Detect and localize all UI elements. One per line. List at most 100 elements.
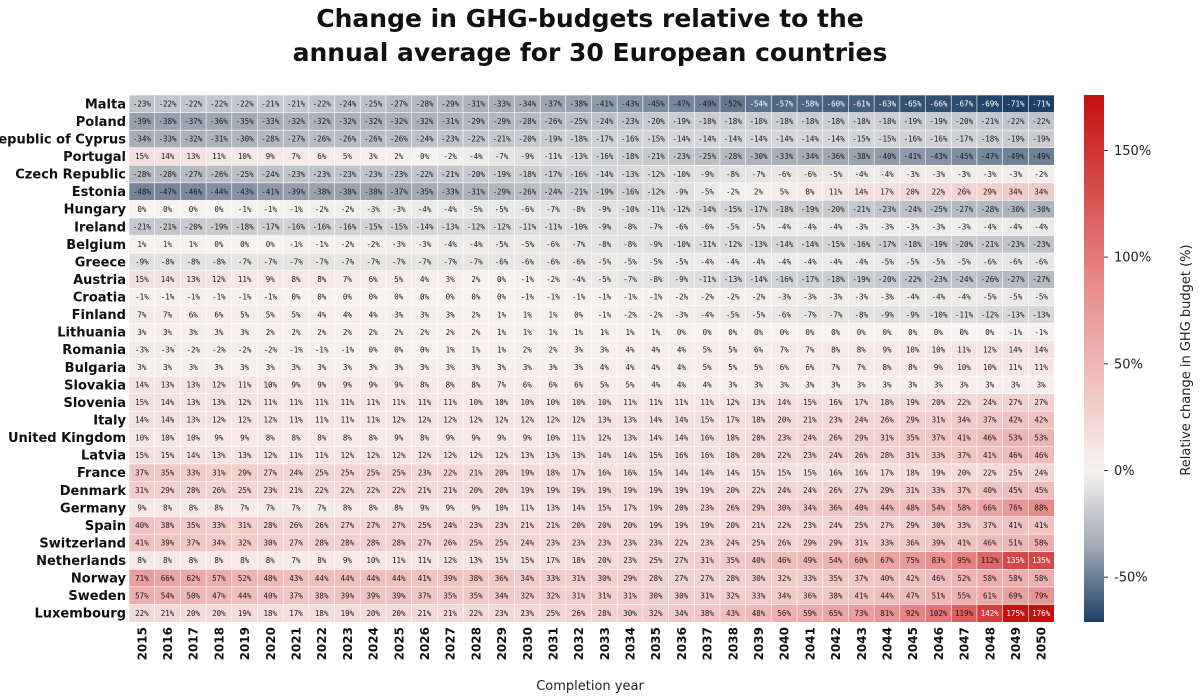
cell-value-label: 8% xyxy=(291,433,301,442)
cell-value-label: -22% xyxy=(415,170,434,179)
cell-value-label: 26% xyxy=(212,486,226,495)
year-label: 2040 xyxy=(778,627,792,660)
cell-value-label: -47% xyxy=(159,187,178,196)
cell-value-label: 33% xyxy=(803,574,817,583)
cell-value-label: 38% xyxy=(315,591,329,600)
cell-value-label: 44% xyxy=(238,591,252,600)
cell-value-label: 3% xyxy=(805,381,815,390)
cell-value-label: -21% xyxy=(159,222,178,231)
cell-value-label: -19% xyxy=(595,187,614,196)
cell-value-label: 8% xyxy=(420,433,430,442)
cell-value-label: 16% xyxy=(700,451,714,460)
cell-value-label: 8% xyxy=(882,363,892,372)
cell-value-label: 14% xyxy=(855,187,869,196)
cell-value-label: 5% xyxy=(754,363,764,372)
cell-value-label: -18% xyxy=(698,117,717,126)
cell-value-label: -16% xyxy=(775,275,794,284)
cell-value-label: 19% xyxy=(520,468,534,477)
cell-value-label: 24% xyxy=(289,468,303,477)
cell-value-label: 20% xyxy=(495,468,509,477)
country-label: United Kingdom xyxy=(8,431,126,446)
cell-value-label: 11% xyxy=(675,398,689,407)
cell-value-label: -7% xyxy=(238,258,252,267)
cell-value-label: 35% xyxy=(726,556,740,565)
cell-value-label: -66% xyxy=(929,99,948,108)
cell-value-label: 13% xyxy=(186,152,200,161)
cell-value-label: -6% xyxy=(777,170,791,179)
cell-value-label: 14% xyxy=(572,504,586,513)
cell-value-label: -2% xyxy=(752,293,766,302)
cell-value-label: -8% xyxy=(649,275,663,284)
cell-value-label: -2% xyxy=(341,240,355,249)
cell-value-label: 19% xyxy=(238,609,252,618)
cell-value-label: -18% xyxy=(904,240,923,249)
cell-value-label: 32% xyxy=(777,574,791,583)
cell-value-label: -24% xyxy=(904,205,923,214)
cell-value-label: 34% xyxy=(675,609,689,618)
cell-value-label: 35% xyxy=(469,591,483,600)
cell-value-label: 11% xyxy=(289,398,303,407)
cell-value-label: 14% xyxy=(623,451,637,460)
cell-value-label: -16% xyxy=(287,222,306,231)
cell-value-label: -7% xyxy=(289,258,303,267)
cell-value-label: 0% xyxy=(882,328,892,337)
cell-value-label: 19% xyxy=(341,609,355,618)
cell-value-label: -23% xyxy=(390,170,409,179)
cell-value-label: 3% xyxy=(728,381,738,390)
cell-value-label: -9% xyxy=(675,275,689,284)
cell-value-label: -27% xyxy=(1032,275,1051,284)
cell-value-label: 19% xyxy=(649,486,663,495)
cell-value-label: -3% xyxy=(957,170,971,179)
country-label: Portugal xyxy=(63,150,126,165)
cell-value-label: -10% xyxy=(672,170,691,179)
cell-value-label: 0% xyxy=(857,328,867,337)
cell-value-label: -6% xyxy=(803,170,817,179)
cell-value-label: 2% xyxy=(343,328,353,337)
cell-value-label: 36% xyxy=(829,504,843,513)
chart-title: Change in GHG-budgets relative to the an… xyxy=(200,2,980,70)
cell-value-label: 11% xyxy=(315,398,329,407)
cell-value-label: 42% xyxy=(1009,416,1023,425)
cell-value-label: -22% xyxy=(313,99,332,108)
cell-value-label: 54% xyxy=(829,556,843,565)
cell-value-label: 28% xyxy=(726,574,740,583)
cell-value-label: -20% xyxy=(827,205,846,214)
year-label: 2036 xyxy=(675,627,689,660)
cell-value-label: 3% xyxy=(857,381,867,390)
cell-value-label: -6% xyxy=(983,258,997,267)
cell-value-label: 25% xyxy=(546,609,560,618)
cell-value-label: -2% xyxy=(726,293,740,302)
cell-value-label: -7% xyxy=(469,258,483,267)
cell-value-label: 11% xyxy=(392,556,406,565)
cell-value-label: -16% xyxy=(621,187,640,196)
cell-value-label: 53% xyxy=(1009,433,1023,442)
cell-value-label: 11% xyxy=(341,416,355,425)
cell-value-label: 19% xyxy=(649,521,663,530)
cell-value-label: -5% xyxy=(983,293,997,302)
year-label: 2015 xyxy=(135,627,149,660)
cell-value-label: 30% xyxy=(623,609,637,618)
cell-value-label: 23% xyxy=(264,486,278,495)
cell-value-label: 8% xyxy=(317,433,327,442)
year-label: 2045 xyxy=(906,627,920,660)
cell-value-label: 7% xyxy=(780,345,790,354)
cell-value-label: 8% xyxy=(343,504,353,513)
cell-value-label: 30% xyxy=(777,504,791,513)
cell-value-label: 10% xyxy=(238,152,252,161)
cell-value-label: -7% xyxy=(829,310,843,319)
cell-value-label: 28% xyxy=(341,539,355,548)
country-label: Czech Republic xyxy=(15,168,126,183)
cell-value-label: -21% xyxy=(261,99,280,108)
cell-value-label: 28% xyxy=(392,539,406,548)
cell-value-label: -2% xyxy=(315,205,329,214)
cell-value-label: -27% xyxy=(390,99,409,108)
cell-value-label: -21% xyxy=(493,135,512,144)
cell-value-label: -23% xyxy=(133,99,152,108)
cell-value-label: 1% xyxy=(600,328,610,337)
cell-value-label: -21% xyxy=(287,99,306,108)
cell-value-label: -29% xyxy=(467,117,486,126)
year-label: 2016 xyxy=(161,627,175,660)
cell-value-label: 4% xyxy=(677,363,687,372)
year-label: 2026 xyxy=(418,627,432,660)
cell-value-label: -16% xyxy=(904,135,923,144)
